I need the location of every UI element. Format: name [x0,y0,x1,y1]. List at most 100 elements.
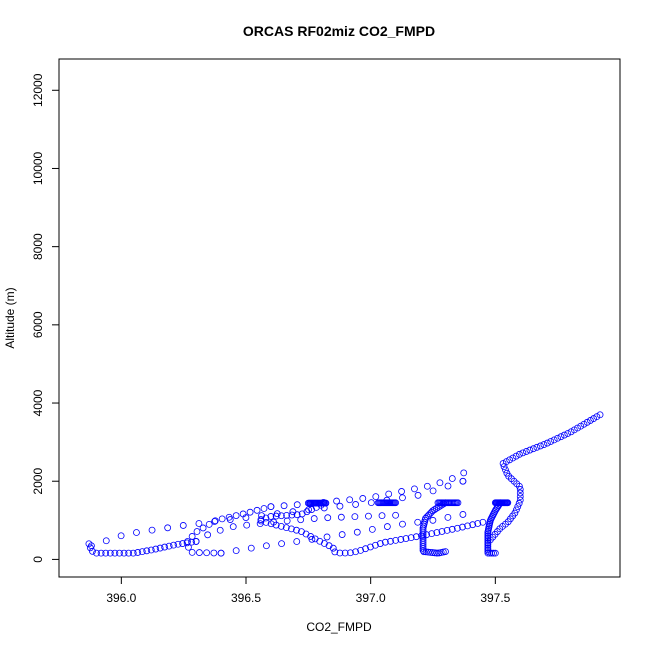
data-point [429,549,436,556]
data-point [305,506,312,514]
data-point [117,532,125,540]
data-point [322,499,330,507]
data-point [533,443,541,451]
data-point [357,546,364,554]
data-point [434,503,442,511]
data-point [368,525,376,533]
data-point [211,517,219,525]
data-point [502,466,509,474]
y-tick-label: 6000 [31,311,45,338]
data-point [170,541,177,549]
data-point [488,514,496,522]
data-point [479,518,487,526]
data-point [459,511,467,518]
data-point [448,475,456,482]
data-point [293,526,300,534]
data-point [577,422,585,430]
data-point [376,540,384,547]
data-point [543,439,551,447]
data-point [179,522,187,529]
data-point [526,446,534,454]
x-tick-label: 396.0 [106,591,136,605]
data-point [134,549,142,556]
data-point [514,503,522,511]
data-point [429,487,437,495]
data-point [486,549,494,557]
data-point [188,548,196,556]
data-point [423,482,431,490]
data-point [540,441,548,448]
data-point [267,520,275,528]
data-point [298,510,306,518]
data-point [550,436,558,444]
data-point [199,524,207,532]
data-point [385,490,393,498]
data-point [293,538,301,545]
x-tick-label: 397.5 [480,591,510,605]
data-point [218,515,226,523]
data-point [420,548,428,556]
data-point [129,549,137,557]
data-point [429,516,437,524]
data-point [161,543,169,551]
data-point [338,531,346,538]
data-point [392,511,400,519]
data-point [419,542,427,550]
data-point [378,512,386,520]
data-point [165,542,173,550]
data-point [111,549,119,557]
data-point [436,479,444,487]
data-point [267,503,275,511]
x-axis-label: CO2_FMPD [306,620,372,634]
data-point [431,549,439,557]
y-tick-label: 0 [31,556,45,563]
data-point [474,520,482,527]
data-point [484,529,492,537]
data-point [260,505,268,512]
data-point [204,531,212,539]
data-point [210,549,218,557]
data-point [195,520,203,527]
data-point [196,549,203,556]
data-point [484,542,492,550]
data-point [152,545,160,553]
data-point [381,538,389,546]
data-point [519,449,527,457]
data-point [557,433,565,441]
data-point [512,506,520,514]
data-point [444,513,452,521]
data-point [229,523,237,531]
data-point [336,549,344,557]
data-point [515,499,523,507]
data-point [414,491,422,499]
data-point [308,506,316,513]
data-point [596,411,604,419]
data-point [192,538,200,545]
data-point [554,434,561,442]
data-point [372,493,380,501]
data-point [293,511,301,519]
data-point [317,501,325,509]
data-point [392,499,400,507]
data-point [336,502,344,510]
data-point [116,549,123,557]
data-point [583,418,591,426]
data-point [143,547,151,555]
data-point [365,512,372,520]
data-point [323,533,331,541]
data-point [156,544,164,552]
data-point [359,495,367,502]
data-point [288,525,295,533]
data-point [567,428,575,436]
data-point [277,522,285,530]
y-axis-label: Altitude (m) [3,287,17,348]
data-point [147,546,155,554]
y-tick-label: 8000 [31,233,45,260]
data-point [283,511,291,519]
data-point [133,529,140,536]
data-point [407,534,415,542]
data-point [444,482,452,490]
data-point [560,431,568,439]
data-point [203,549,211,557]
